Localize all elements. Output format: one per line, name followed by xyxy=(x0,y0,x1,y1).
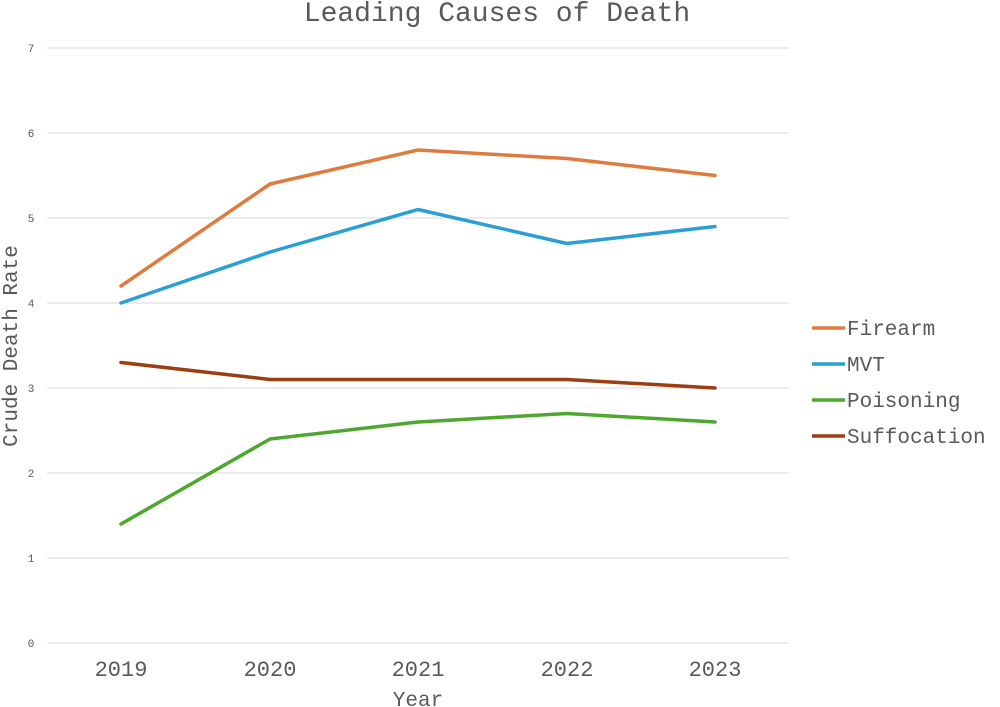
series-lines xyxy=(119,148,717,526)
legend-item-suffocation: Suffocation xyxy=(812,427,986,450)
y-axis-label: Crude Death Rate xyxy=(1,245,24,447)
legend-label: Suffocation xyxy=(847,427,986,450)
x-tick-label: 2019 xyxy=(95,658,148,683)
legend-item-poisoning: Poisoning xyxy=(812,391,960,414)
series-line-mvt xyxy=(119,207,717,305)
x-tick-label: 2023 xyxy=(689,658,742,683)
gridlines xyxy=(47,47,789,644)
x-axis-ticks: 2019 2020 2021 2022 2023 xyxy=(95,658,742,683)
y-tick-label: 5 xyxy=(28,214,35,226)
legend-item-mvt: MVT xyxy=(812,355,885,378)
y-tick-label: 3 xyxy=(28,384,35,396)
y-tick-label: 4 xyxy=(28,299,35,311)
x-tick-label: 2021 xyxy=(392,658,445,683)
series-line-firearm xyxy=(119,148,717,288)
y-tick-label: 6 xyxy=(28,129,35,141)
y-axis-ticks: 0 1 2 3 4 5 6 7 xyxy=(28,44,35,651)
x-tick-label: 2020 xyxy=(244,658,297,683)
y-tick-label: 1 xyxy=(28,554,35,566)
legend-label: MVT xyxy=(847,355,885,378)
legend-item-firearm: Firearm xyxy=(812,319,935,342)
x-tick-label: 2022 xyxy=(541,658,594,683)
series-line-poisoning xyxy=(119,411,717,526)
legend-label: Firearm xyxy=(847,319,935,342)
legend: Firearm MVT Poisoning Suffocation xyxy=(812,319,986,450)
chart-title: Leading Causes of Death xyxy=(304,0,690,30)
legend-label: Poisoning xyxy=(847,391,960,414)
x-axis-label: Year xyxy=(393,690,443,707)
y-tick-label: 0 xyxy=(28,639,35,651)
y-tick-label: 7 xyxy=(28,44,35,56)
series-line-suffocation xyxy=(119,360,717,390)
y-tick-label: 2 xyxy=(28,469,35,481)
